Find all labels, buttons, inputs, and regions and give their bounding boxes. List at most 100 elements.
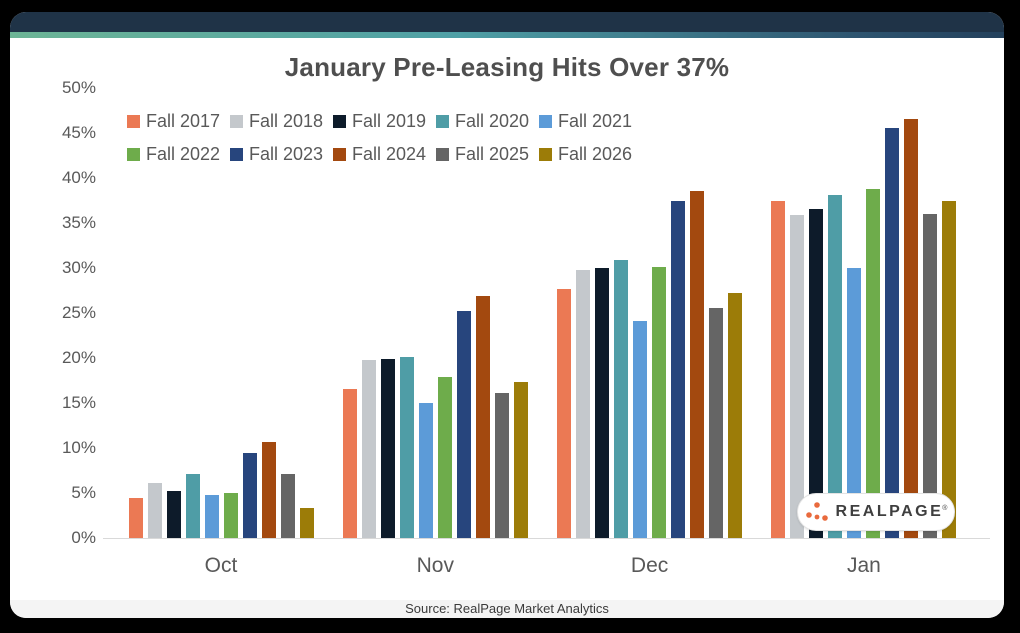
legend-swatch-icon	[127, 148, 140, 161]
bar-jan-fall-2021	[847, 268, 862, 538]
legend-item: Fall 2024	[333, 144, 426, 165]
legend-label: Fall 2017	[146, 111, 221, 131]
x-category-label: Jan	[846, 554, 881, 577]
x-axis-line	[103, 538, 990, 539]
bar-group-dec: Dec	[557, 88, 743, 577]
chart-card: January Pre-Leasing Hits Over 37% Fall 2…	[10, 12, 1004, 618]
bar-oct-fall-2024	[261, 441, 276, 538]
realpage-logo: REALPAGE®	[797, 493, 955, 531]
y-tick-label: 5%	[71, 483, 96, 502]
legend-label: Fall 2018	[249, 111, 324, 131]
accent-gradient-strip	[10, 32, 1004, 38]
bar-nov-fall-2020	[399, 357, 414, 538]
logo-text: REALPAGE®	[835, 503, 948, 520]
legend-swatch-icon	[333, 148, 346, 161]
y-tick-label: 20%	[61, 348, 96, 367]
bar-nov-fall-2022	[437, 376, 452, 538]
legend-item: Fall 2021	[539, 111, 632, 132]
y-axis: 0% 5% 10% 15% 20% 25% 30% 35% 40% 45% 50%	[38, 78, 96, 547]
legend-label: Fall 2020	[455, 111, 530, 131]
legend-swatch-icon	[230, 115, 243, 128]
y-tick-label: 15%	[61, 393, 96, 412]
bar-dec-fall-2021	[633, 321, 648, 538]
y-tick-label: 30%	[61, 258, 96, 277]
y-tick-label: 40%	[61, 168, 96, 187]
bar-group-jan: Jan	[771, 88, 957, 577]
y-tick-label: 10%	[61, 438, 96, 457]
y-tick-label: 45%	[61, 123, 96, 142]
legend-swatch-icon	[539, 115, 552, 128]
bar-jan-fall-2026	[942, 201, 957, 538]
legend-item: Fall 2019	[333, 111, 426, 132]
bar-group-nov: Nov	[342, 88, 528, 577]
legend-swatch-icon	[230, 148, 243, 161]
plot-area: 0% 5% 10% 15% 20% 25% 30% 35% 40% 45% 50% Oct Nov De…	[62, 78, 990, 577]
legend-swatch-icon	[333, 115, 346, 128]
bar-oct-fall-2021	[204, 494, 219, 538]
chart-legend: Fall 2017 Fall 2018 Fall 2019 Fall 2020 Fall…	[127, 111, 632, 177]
legend-item: Fall 2026	[539, 144, 632, 165]
bar-nov-fall-2018	[361, 359, 376, 538]
y-tick-label: 25%	[61, 303, 96, 322]
legend-label: Fall 2026	[558, 144, 633, 164]
legend-item: Fall 2025	[436, 144, 529, 165]
y-tick-label: 0%	[71, 528, 96, 547]
bar-jan-fall-2018	[790, 214, 805, 538]
bar-nov-fall-2019	[380, 358, 395, 538]
bar-nov-fall-2021	[418, 403, 433, 538]
x-category-label: Oct	[204, 554, 238, 577]
bar-nov-fall-2025	[494, 393, 509, 538]
bar-oct-fall-2025	[280, 474, 295, 538]
bar-group-oct: Oct	[128, 88, 314, 577]
bar-jan-fall-2023	[885, 127, 900, 538]
y-tick-label: 50%	[61, 78, 96, 97]
bar-dec-fall-2022	[652, 267, 667, 538]
realpage-dots-icon	[805, 502, 828, 521]
bar-oct-fall-2019	[166, 491, 181, 538]
source-text: Source: RealPage Market Analytics	[405, 601, 609, 616]
legend-swatch-icon	[436, 115, 449, 128]
bar-dec-fall-2023	[671, 200, 686, 538]
chart-title: January Pre-Leasing Hits Over 37%	[284, 52, 730, 82]
bar-jan-fall-2017	[771, 200, 786, 538]
bar-dec-fall-2025	[709, 307, 724, 538]
legend-swatch-icon	[539, 148, 552, 161]
bar-oct-fall-2018	[147, 483, 162, 538]
legend-item: Fall 2018	[230, 111, 323, 132]
bar-oct-fall-2017	[128, 498, 143, 538]
header-bar	[10, 12, 1004, 32]
legend-swatch-icon	[127, 115, 140, 128]
legend-label: Fall 2022	[146, 144, 221, 164]
x-category-label: Nov	[416, 554, 454, 577]
bar-dec-fall-2024	[690, 190, 705, 538]
legend-item: Fall 2023	[230, 144, 323, 165]
bar-oct-fall-2023	[242, 453, 257, 538]
bar-dec-fall-2019	[595, 268, 610, 538]
legend-label: Fall 2025	[455, 144, 530, 164]
bar-jan-fall-2019	[809, 208, 824, 538]
bar-oct-fall-2022	[223, 493, 238, 538]
bar-nov-fall-2026	[513, 382, 528, 538]
legend-label: Fall 2023	[249, 144, 324, 164]
bar-jan-fall-2022	[866, 188, 881, 538]
legend-label: Fall 2019	[352, 111, 427, 131]
bar-jan-fall-2020	[828, 195, 843, 538]
legend-row-2: Fall 2022 Fall 2023 Fall 2024 Fall 2025 Fall…	[127, 144, 632, 165]
legend-label: Fall 2021	[558, 111, 633, 131]
bar-nov-fall-2024	[475, 295, 490, 538]
y-tick-label: 35%	[61, 213, 96, 232]
legend-item: Fall 2017	[127, 111, 220, 132]
bar-jan-fall-2024	[904, 118, 919, 538]
x-category-label: Dec	[630, 554, 669, 577]
bar-dec-fall-2017	[557, 288, 572, 538]
bar-dec-fall-2018	[576, 269, 591, 538]
legend-row-1: Fall 2017 Fall 2018 Fall 2019 Fall 2020 Fall…	[127, 111, 632, 132]
bar-nov-fall-2023	[456, 311, 471, 538]
bar-nov-fall-2017	[342, 388, 357, 538]
source-strip: Source: RealPage Market Analytics	[10, 600, 1004, 618]
legend-swatch-icon	[436, 148, 449, 161]
legend-item: Fall 2020	[436, 111, 529, 132]
bar-oct-fall-2026	[299, 508, 314, 538]
bar-dec-fall-2020	[614, 259, 629, 538]
